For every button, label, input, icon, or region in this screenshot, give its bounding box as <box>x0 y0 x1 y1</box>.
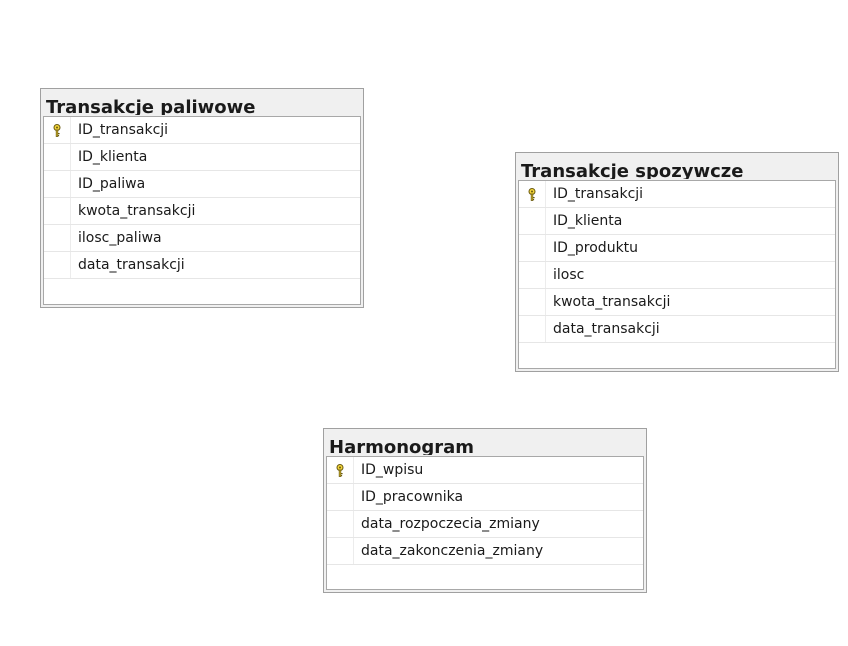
column-row[interactable]: data_transakcji <box>44 252 360 279</box>
column-name: kwota_transakcji <box>78 203 196 219</box>
column-name: ID_paliwa <box>78 176 146 192</box>
key-icon <box>528 188 536 201</box>
column-list: ID_transakcji ID_klienta ID_produktu ilo… <box>518 180 836 369</box>
column-name: data_transakcji <box>553 321 660 337</box>
column-row[interactable]: ilosc_paliwa <box>44 225 360 252</box>
row-selector <box>519 208 546 234</box>
table-title: Transakcje spozywcze <box>521 161 744 179</box>
column-row[interactable]: ID_klienta <box>44 144 360 171</box>
column-list: ID_wpisu ID_pracownika data_rozpoczecia_… <box>326 456 644 590</box>
column-list: ID_transakcji ID_klienta ID_paliwa kwota… <box>43 116 361 305</box>
column-name: ID_klienta <box>553 213 623 229</box>
key-icon <box>336 464 344 477</box>
row-selector <box>519 289 546 315</box>
column-row[interactable]: kwota_transakcji <box>519 289 835 316</box>
row-selector <box>327 511 354 537</box>
column-name: ID_klienta <box>78 149 148 165</box>
column-name: ilosc <box>553 267 585 283</box>
row-selector <box>519 181 546 207</box>
column-row[interactable]: ID_pracownika <box>327 484 643 511</box>
key-icon <box>53 124 61 137</box>
column-name: ID_produktu <box>553 240 639 256</box>
column-row-key[interactable]: ID_transakcji <box>44 117 360 144</box>
column-row-key[interactable]: ID_wpisu <box>327 457 643 484</box>
column-row[interactable]: data_zakonczenia_zmiany <box>327 538 643 565</box>
column-row[interactable]: data_transakcji <box>519 316 835 343</box>
column-row[interactable]: data_rozpoczecia_zmiany <box>327 511 643 538</box>
row-selector <box>44 252 71 278</box>
row-selector <box>327 484 354 510</box>
table-title: Harmonogram <box>329 437 475 455</box>
column-row[interactable]: ID_paliwa <box>44 171 360 198</box>
column-name: ID_pracownika <box>361 489 464 505</box>
table-harmonogram[interactable]: Harmonogram ID_wpisu ID_pracownika data_… <box>323 428 647 593</box>
column-row[interactable]: ilosc <box>519 262 835 289</box>
column-name: kwota_transakcji <box>553 294 671 310</box>
table-transakcje-spozywcze[interactable]: Transakcje spozywcze ID_transakcji ID_kl… <box>515 152 839 372</box>
row-selector <box>44 171 71 197</box>
row-selector <box>519 235 546 261</box>
column-name: ID_wpisu <box>361 462 424 478</box>
column-name: data_transakcji <box>78 257 185 273</box>
row-selector <box>519 316 546 342</box>
column-name: ID_transakcji <box>553 186 644 202</box>
column-row-key[interactable]: ID_transakcji <box>519 181 835 208</box>
column-name: ID_transakcji <box>78 122 169 138</box>
row-selector <box>44 225 71 251</box>
table-transakcje-paliwowe[interactable]: Transakcje paliwowe ID_transakcji ID_kli… <box>40 88 364 308</box>
row-selector <box>44 198 71 224</box>
row-selector <box>327 538 354 564</box>
column-row[interactable]: kwota_transakcji <box>44 198 360 225</box>
row-selector <box>519 262 546 288</box>
row-selector <box>327 457 354 483</box>
column-row[interactable]: ID_klienta <box>519 208 835 235</box>
column-name: ilosc_paliwa <box>78 230 162 246</box>
column-row[interactable]: ID_produktu <box>519 235 835 262</box>
column-name: data_rozpoczecia_zmiany <box>361 516 540 532</box>
row-selector <box>44 117 71 143</box>
table-title: Transakcje paliwowe <box>46 97 256 115</box>
row-selector <box>44 144 71 170</box>
column-name: data_zakonczenia_zmiany <box>361 543 544 559</box>
